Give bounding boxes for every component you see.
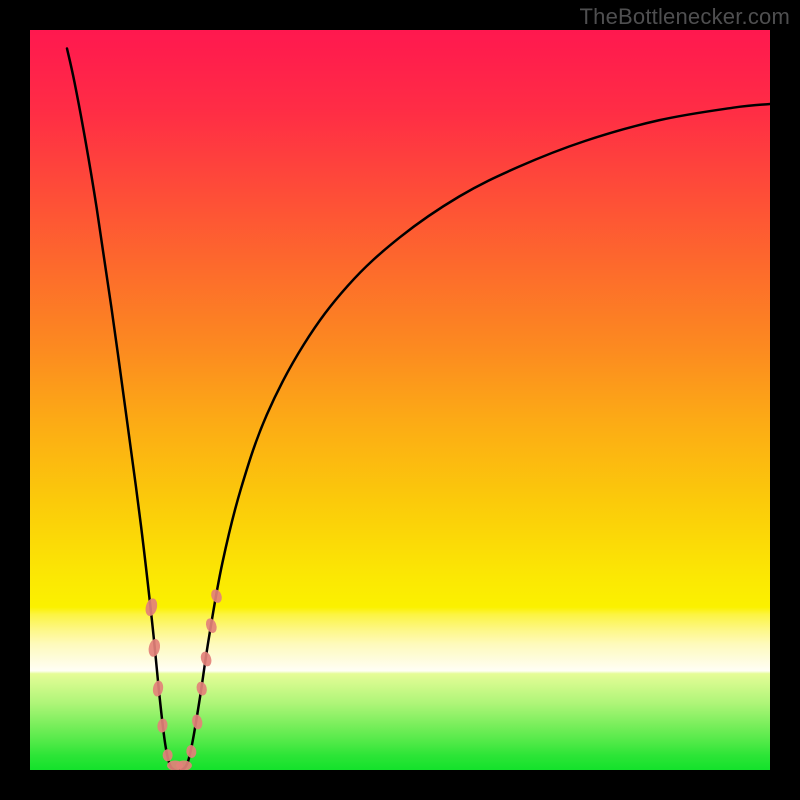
plot-gradient-background <box>30 30 770 770</box>
chart-container: TheBottlenecker.com <box>0 0 800 800</box>
watermark-text: TheBottlenecker.com <box>580 4 790 30</box>
scatter-marker <box>163 749 173 761</box>
bottleneck-chart-svg <box>0 0 800 800</box>
scatter-marker <box>176 761 192 771</box>
